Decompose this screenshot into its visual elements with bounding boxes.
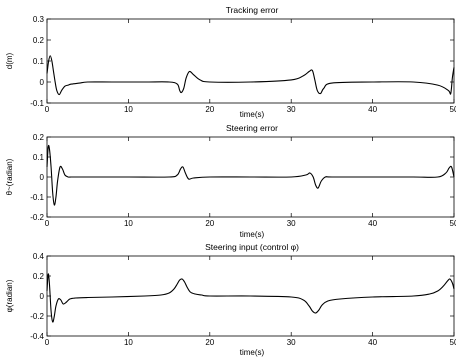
x-axis-label: time(s) <box>240 348 265 357</box>
y-tick-label: 0.2 <box>33 36 45 45</box>
y-tick-label: 0 <box>40 78 45 87</box>
y-axis-label: θ~(radian) <box>5 158 14 195</box>
x-tick-label: 10 <box>124 105 133 114</box>
y-tick-label: 0.2 <box>33 272 45 281</box>
x-tick-label: 50 <box>450 219 456 228</box>
y-tick-label: -0.2 <box>30 312 44 321</box>
ticks-group: 01020304050-0.100.10.20.3 <box>30 15 456 114</box>
y-tick-label: -0.2 <box>30 213 44 222</box>
y-tick-label: 0.1 <box>33 57 45 66</box>
y-tick-label: 0.4 <box>33 252 45 261</box>
x-tick-label: 40 <box>368 338 377 347</box>
y-axis-label: φ(radian) <box>5 279 14 312</box>
x-tick-label: 20 <box>205 338 214 347</box>
x-axis-label: time(s) <box>240 230 265 239</box>
y-tick-label: -0.4 <box>30 332 44 341</box>
x-tick-label: 10 <box>124 219 133 228</box>
x-tick-label: 0 <box>45 105 50 114</box>
series-line <box>46 144 455 206</box>
x-tick-label: 0 <box>45 219 50 228</box>
y-tick-label: 0.2 <box>33 133 45 142</box>
x-tick-label: 30 <box>287 219 296 228</box>
panel-steering-input: Steering input (control φ) φ(radian) tim… <box>5 242 456 357</box>
series-group <box>46 144 455 206</box>
chart-title: Steering input (control φ) <box>205 242 299 252</box>
x-tick-label: 10 <box>124 338 133 347</box>
y-tick-label: 0.3 <box>33 15 45 24</box>
chart-title: Steering error <box>226 123 278 133</box>
x-tick-label: 40 <box>368 219 377 228</box>
x-tick-label: 30 <box>287 338 296 347</box>
y-tick-label: 0.1 <box>33 153 45 162</box>
x-tick-label: 40 <box>368 105 377 114</box>
chart-title: Tracking error <box>226 5 279 15</box>
ticks-group: 0 10 20 30 40 50 -0.4 -0.2 0 0.2 0.4 <box>30 252 456 347</box>
x-tick-label: 0 <box>45 338 50 347</box>
y-axis-label: d(m) <box>5 52 14 69</box>
x-tick-label: 20 <box>205 219 214 228</box>
panel-steering-error: Steering error θ~(radian) time(s) 0 10 20 3… <box>5 123 456 239</box>
x-tick-label: 50 <box>450 338 456 347</box>
x-tick-label: 50 <box>450 105 456 114</box>
series-group <box>46 55 455 96</box>
series-group <box>46 273 455 323</box>
x-axis-label: time(s) <box>240 110 265 119</box>
y-tick-label: 0 <box>40 173 45 182</box>
x-tick-label: 20 <box>205 105 214 114</box>
y-tick-label: -0.1 <box>30 99 44 108</box>
y-tick-label: -0.1 <box>30 193 44 202</box>
x-tick-label: 30 <box>287 105 296 114</box>
series-line <box>46 55 455 96</box>
ticks-group: 0 10 20 30 40 50 -0.2 -0.1 0 0.1 0.2 <box>30 133 456 228</box>
panel-tracking-error: Tracking error d(m) time(s) 0 10 20 30 40 50 -… <box>5 5 456 119</box>
y-tick-label: 0 <box>40 292 45 301</box>
series-line <box>46 273 455 323</box>
